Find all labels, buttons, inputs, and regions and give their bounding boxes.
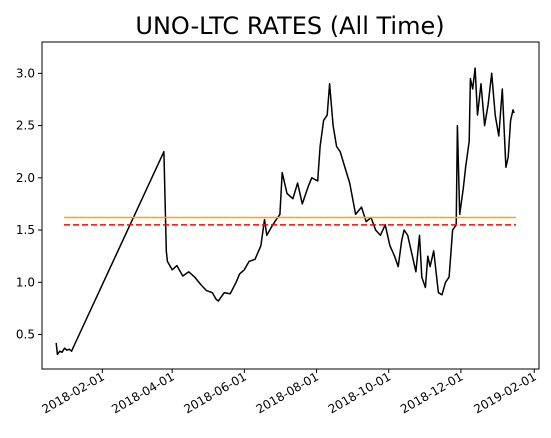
- reference-lines: [64, 216, 516, 226]
- chart-title: UNO-LTC RATES (All Time): [135, 12, 444, 40]
- series-layer: [55, 67, 515, 356]
- x-tick-label: 2018-10-01: [326, 369, 393, 416]
- x-tick-label: 2018-06-01: [181, 369, 248, 416]
- x-tick-label: 2018-04-01: [109, 369, 176, 416]
- y-tick-label: 1.0: [16, 275, 35, 289]
- y-tick-label: 2.0: [16, 171, 35, 185]
- x-axis: 2018-02-01 2018-04-01 2018-06-01 2018-08-01…: [39, 369, 539, 416]
- plot-area: [41, 41, 540, 370]
- rate-series-line: [55, 67, 515, 356]
- x-tick-label: 2019-02-01: [471, 369, 538, 416]
- x-tick-label: 2018-12-01: [398, 369, 465, 416]
- y-axis: 0.5 1.0 1.5 2.0 2.5 3.0: [16, 66, 42, 342]
- y-tick-label: 2.5: [16, 119, 35, 133]
- x-tick-label: 2018-02-01: [39, 369, 106, 416]
- y-tick-label: 0.5: [16, 328, 35, 342]
- x-tick-label: 2018-08-01: [254, 369, 321, 416]
- y-tick-label: 1.5: [16, 223, 35, 237]
- y-tick-label: 3.0: [16, 66, 35, 80]
